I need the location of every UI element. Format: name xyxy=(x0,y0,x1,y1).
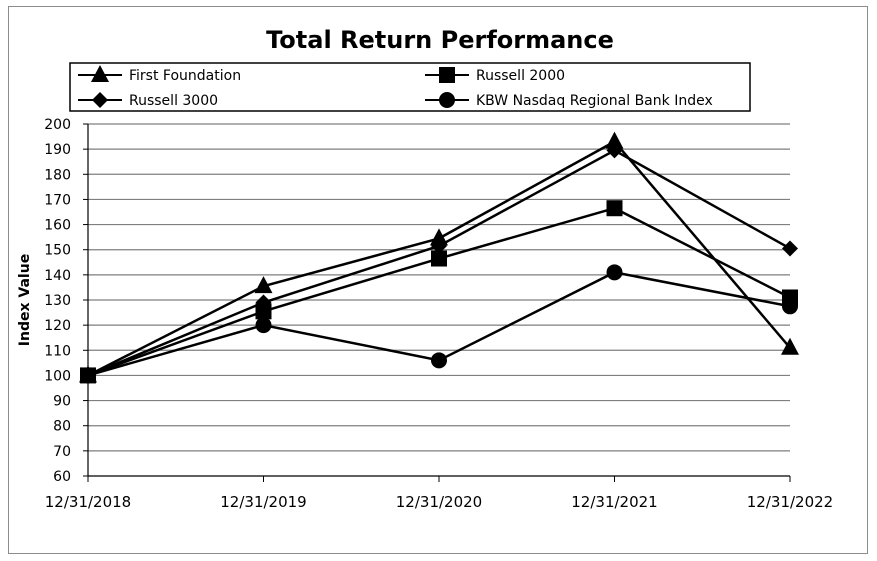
data-point-circle xyxy=(255,317,272,334)
legend-label: Russell 3000 xyxy=(129,93,218,109)
data-point-diamond xyxy=(431,237,447,254)
y-tick-label: 60 xyxy=(53,469,71,485)
legend-label: KBW Nasdaq Regional Bank Index xyxy=(476,93,713,109)
y-tick-label: 70 xyxy=(53,444,71,460)
data-point-circle xyxy=(80,367,96,384)
legend: First Foundation Russell 2000 Russell 3000… xyxy=(69,62,751,112)
y-tick-label: 200 xyxy=(44,117,71,133)
y-tick-label: 90 xyxy=(53,394,71,410)
series-group xyxy=(79,131,799,384)
data-point-circle xyxy=(606,264,623,281)
data-point-circle xyxy=(431,352,447,369)
data-point-square xyxy=(431,250,447,267)
legend-box xyxy=(69,62,751,112)
y-tick-label: 150 xyxy=(44,243,71,259)
data-point-square xyxy=(255,303,272,320)
legend-label: First Foundation xyxy=(129,68,241,84)
y-tick-label: 140 xyxy=(44,268,71,284)
legend-item: Russell 2000 xyxy=(425,67,565,84)
y-tick-label: 130 xyxy=(44,293,71,309)
data-point-triangle xyxy=(254,276,273,294)
x-tick-label: 12/31/2022 xyxy=(747,493,833,511)
y-tick-label: 190 xyxy=(44,142,71,158)
legend-item: First Foundation xyxy=(78,65,241,84)
legend-label: Russell 2000 xyxy=(476,68,565,84)
legend-marker-triangle xyxy=(91,65,109,82)
y-tick-label: 180 xyxy=(44,167,71,183)
y-tick-label: 120 xyxy=(44,318,71,334)
legend-marker-diamond xyxy=(92,92,108,108)
legend-marker-square xyxy=(439,67,455,83)
y-tick-label: 80 xyxy=(53,419,71,435)
chart-title: Total Return Performance xyxy=(266,26,614,54)
legend-marker-circle xyxy=(439,92,455,108)
data-point-triangle xyxy=(430,228,448,246)
data-point-diamond xyxy=(606,142,623,159)
legend-item: KBW Nasdaq Regional Bank Index xyxy=(425,92,713,109)
data-point-triangle xyxy=(605,131,624,149)
y-tick-label: 170 xyxy=(44,192,71,208)
chart-frame xyxy=(8,6,868,554)
axes: 60 70 80 90 100 110 120 130 140 150 160 170 180 190 20… xyxy=(44,117,833,511)
series-circle xyxy=(80,264,798,384)
data-point-triangle xyxy=(781,337,799,355)
data-point-diamond xyxy=(782,240,798,257)
data-point-diamond xyxy=(255,294,272,311)
y-tick-label: 100 xyxy=(44,368,71,384)
x-tick-label: 12/31/2019 xyxy=(220,493,306,511)
legend-item: Russell 3000 xyxy=(78,92,218,109)
x-tick-label: 12/31/2021 xyxy=(571,493,657,511)
gridlines xyxy=(88,123,790,452)
y-axis-label: Index Value xyxy=(17,254,33,346)
y-tick-label: 110 xyxy=(44,343,71,359)
y-tick-label: 160 xyxy=(44,218,71,234)
data-point-square xyxy=(606,200,623,217)
x-tick-label: 12/31/2020 xyxy=(396,493,482,511)
x-tick-label: 12/31/2018 xyxy=(45,493,131,511)
data-point-circle xyxy=(782,298,798,315)
